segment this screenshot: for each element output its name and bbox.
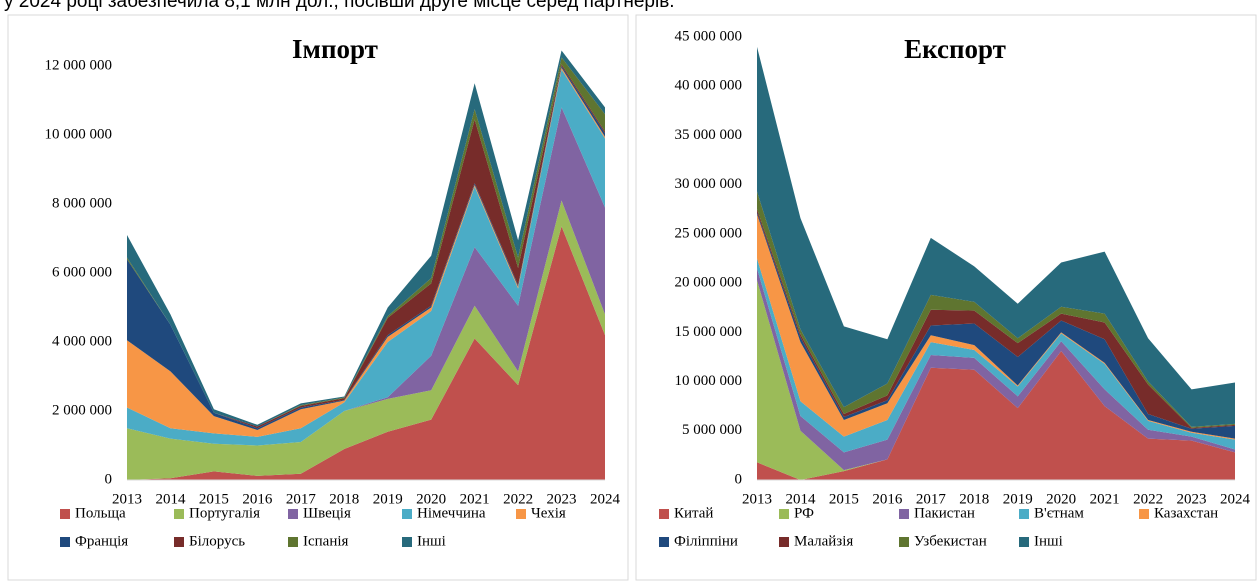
legend-swatch xyxy=(1019,509,1029,519)
x-tick-label: 2024 xyxy=(590,491,621,507)
y-tick-label: 10 000 000 xyxy=(45,126,113,142)
legend-label: Польща xyxy=(75,505,126,521)
y-tick-label: 10 000 000 xyxy=(675,373,743,389)
legend-swatch xyxy=(402,537,412,547)
legend-swatch xyxy=(779,509,789,519)
x-tick-label: 2018 xyxy=(959,491,989,507)
legend-label: Швеція xyxy=(303,505,351,521)
legend-swatch xyxy=(174,537,184,547)
area xyxy=(757,351,1235,480)
x-tick-label: 2023 xyxy=(547,491,577,507)
legend-label: Інші xyxy=(417,533,446,549)
x-tick-label: 2021 xyxy=(460,491,490,507)
x-tick-label: 2016 xyxy=(872,491,903,507)
y-tick-label: 40 000 000 xyxy=(675,78,743,94)
legend-label: Малайзія xyxy=(794,533,853,549)
area xyxy=(127,50,605,427)
x-tick-label: 2022 xyxy=(1133,491,1163,507)
y-tick-label: 45 000 000 xyxy=(675,28,743,44)
legend-label: Казахстан xyxy=(1154,505,1218,521)
legend-label: Франція xyxy=(75,533,128,549)
legend-swatch xyxy=(899,509,909,519)
x-tick-label: 2013 xyxy=(112,491,142,507)
y-tick-label: 25 000 000 xyxy=(675,225,743,241)
chart-title: Експорт xyxy=(904,34,1006,64)
legend-swatch xyxy=(516,509,526,519)
legend-swatch xyxy=(1139,509,1149,519)
area xyxy=(127,107,605,446)
chart-title: Імпорт xyxy=(292,34,378,64)
legend-swatch xyxy=(402,509,412,519)
y-tick-label: 8 000 000 xyxy=(52,195,112,211)
legend-swatch xyxy=(288,509,298,519)
x-tick-label: 2023 xyxy=(1177,491,1207,507)
panel xyxy=(635,14,1257,581)
y-tick-label: 35 000 000 xyxy=(675,127,743,143)
legend-swatch xyxy=(779,537,789,547)
caption: у 2024 році забезпечила 8,1 млн дол., по… xyxy=(4,0,675,12)
y-tick-label: 12 000 000 xyxy=(45,57,113,73)
legend-swatch xyxy=(659,537,669,547)
y-tick-label: 0 xyxy=(105,471,113,487)
legend-swatch xyxy=(60,509,70,519)
legend-label: Китай xyxy=(674,505,713,521)
y-tick-label: 5 000 000 xyxy=(682,422,742,438)
x-tick-label: 2014 xyxy=(785,491,816,507)
x-tick-label: 2019 xyxy=(373,491,403,507)
legend-label: Узбекистан xyxy=(914,533,987,549)
legend-label: Інші xyxy=(1034,533,1063,549)
legend-label: Філіппіни xyxy=(674,533,738,549)
legend-label: Чехія xyxy=(531,505,566,521)
x-tick-label: 2024 xyxy=(1220,491,1251,507)
x-tick-label: 2022 xyxy=(503,491,533,507)
area xyxy=(757,258,1235,453)
legend-swatch xyxy=(60,537,70,547)
legend-label: Пакистан xyxy=(914,505,975,521)
legend-swatch xyxy=(1019,537,1029,547)
area xyxy=(127,67,605,437)
x-tick-label: 2017 xyxy=(916,491,947,507)
x-tick-label: 2020 xyxy=(1046,491,1076,507)
legend-swatch xyxy=(288,537,298,547)
x-tick-label: 2016 xyxy=(242,491,273,507)
area xyxy=(757,46,1235,427)
legend-label: В'єтнам xyxy=(1034,505,1084,521)
y-tick-label: 4 000 000 xyxy=(52,333,112,349)
area xyxy=(127,57,605,427)
area xyxy=(127,200,605,481)
legend-label: РФ xyxy=(794,505,814,521)
x-tick-label: 2013 xyxy=(742,491,772,507)
x-tick-label: 2015 xyxy=(199,491,229,507)
legend-swatch xyxy=(659,509,669,519)
x-tick-label: 2017 xyxy=(286,491,317,507)
legend-label: Німеччина xyxy=(417,505,486,521)
x-tick-label: 2018 xyxy=(329,491,359,507)
x-tick-label: 2021 xyxy=(1090,491,1120,507)
legend-swatch xyxy=(899,537,909,547)
x-tick-label: 2015 xyxy=(829,491,859,507)
panel xyxy=(7,14,629,581)
area xyxy=(127,64,605,429)
y-tick-label: 20 000 000 xyxy=(675,275,743,291)
y-tick-label: 2 000 000 xyxy=(52,402,112,418)
y-tick-label: 15 000 000 xyxy=(675,324,743,340)
area xyxy=(127,226,605,480)
y-tick-label: 30 000 000 xyxy=(675,176,743,192)
legend-label: Португалія xyxy=(189,505,260,521)
x-tick-label: 2019 xyxy=(1003,491,1033,507)
x-tick-label: 2020 xyxy=(416,491,446,507)
legend-label: Іспанія xyxy=(303,533,349,549)
x-tick-label: 2014 xyxy=(155,491,186,507)
area xyxy=(757,280,1235,480)
legend-swatch xyxy=(174,509,184,519)
y-tick-label: 0 xyxy=(735,471,743,487)
area xyxy=(127,69,605,446)
legend-label: Білорусь xyxy=(189,533,245,549)
y-tick-label: 6 000 000 xyxy=(52,264,112,280)
